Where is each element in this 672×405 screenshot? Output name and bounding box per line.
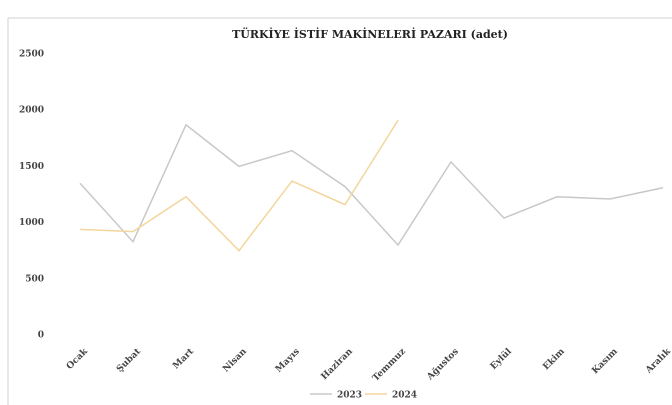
y-tick-label: 1500 (19, 162, 44, 172)
x-tick-label: Nisan (221, 346, 249, 374)
y-tick-label: 500 (25, 274, 44, 284)
series-line (79, 123, 664, 247)
x-tick-label: Ekim (541, 346, 567, 372)
chart-title: TÜRKİYE İSTİF MAKİNELERİ PAZARI (adet) (232, 27, 508, 41)
y-tick-label: 0 (38, 331, 44, 341)
y-tick-label: 1000 (19, 218, 44, 228)
y-tick-label: 2500 (19, 50, 44, 60)
legend-label: 2024 (392, 391, 417, 401)
x-tick-label: Temmuz (371, 347, 408, 384)
x-tick-label: Ocak (65, 346, 91, 372)
series-line (79, 119, 399, 252)
x-tick-label: Aralık (643, 346, 672, 376)
x-tick-label: Haziran (320, 346, 356, 382)
x-tick-label: Ağustos (425, 347, 461, 383)
x-tick-label: Mart (171, 346, 196, 371)
x-tick-label: Kasım (590, 346, 620, 376)
x-tick-label: Mayıs (274, 347, 302, 375)
legend-label: 2023 (337, 391, 362, 401)
y-tick-label: 2000 (19, 106, 44, 116)
x-tick-label: Eylül (488, 346, 514, 372)
x-tick-label: Şubat (115, 346, 143, 374)
